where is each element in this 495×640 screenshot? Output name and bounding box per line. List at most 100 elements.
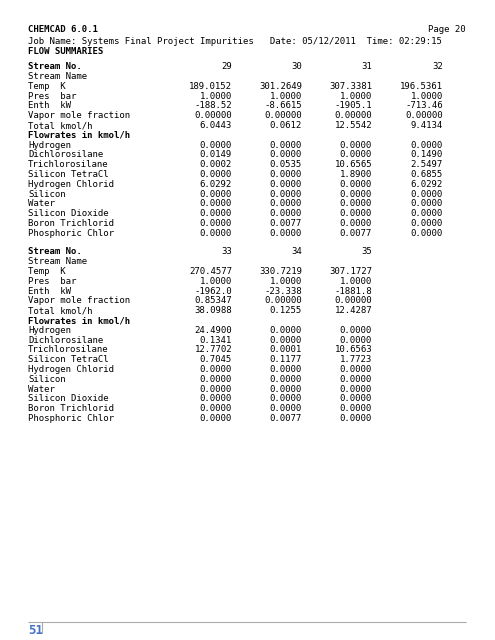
Text: 1.0000: 1.0000 [340, 92, 372, 100]
Text: 30: 30 [291, 62, 302, 71]
Text: Vapor mole fraction: Vapor mole fraction [28, 111, 130, 120]
Text: 307.1727: 307.1727 [329, 267, 372, 276]
Text: Flowrates in kmol/h: Flowrates in kmol/h [28, 131, 130, 140]
Text: 0.0000: 0.0000 [200, 365, 232, 374]
Text: 0.0000: 0.0000 [340, 365, 372, 374]
Text: 0.0000: 0.0000 [200, 209, 232, 218]
Text: Silicon: Silicon [28, 375, 66, 384]
Text: Hydrogen Chlorid: Hydrogen Chlorid [28, 180, 114, 189]
Text: 0.0000: 0.0000 [270, 404, 302, 413]
Text: Stream Name: Stream Name [28, 72, 87, 81]
Text: 0.0000: 0.0000 [270, 229, 302, 238]
Text: Boron Trichlorid: Boron Trichlorid [28, 219, 114, 228]
Text: 0.0000: 0.0000 [270, 189, 302, 198]
Text: Trichlorosilane: Trichlorosilane [28, 346, 108, 355]
Text: -1905.1: -1905.1 [335, 101, 372, 111]
Text: 12.5542: 12.5542 [335, 121, 372, 130]
Text: 0.00000: 0.00000 [335, 296, 372, 305]
Text: 0.00000: 0.00000 [405, 111, 443, 120]
Text: 0.00000: 0.00000 [195, 111, 232, 120]
Text: 0.0149: 0.0149 [200, 150, 232, 159]
Text: 196.5361: 196.5361 [400, 82, 443, 91]
Text: 0.0000: 0.0000 [340, 375, 372, 384]
Text: 51: 51 [28, 624, 43, 637]
Text: 0.0000: 0.0000 [340, 209, 372, 218]
Text: Vapor mole fraction: Vapor mole fraction [28, 296, 130, 305]
Text: 0.0000: 0.0000 [270, 385, 302, 394]
Text: 0.6855: 0.6855 [411, 170, 443, 179]
Text: Pres  bar: Pres bar [28, 92, 76, 100]
Text: 24.4900: 24.4900 [195, 326, 232, 335]
Text: Water: Water [28, 200, 55, 209]
Text: -188.52: -188.52 [195, 101, 232, 111]
Text: Dichlorosilane: Dichlorosilane [28, 335, 103, 345]
Text: 0.0000: 0.0000 [200, 189, 232, 198]
Text: 330.7219: 330.7219 [259, 267, 302, 276]
Text: Dichlorosilane: Dichlorosilane [28, 150, 103, 159]
Text: Silicon Dioxide: Silicon Dioxide [28, 394, 108, 403]
Text: 0.0000: 0.0000 [411, 200, 443, 209]
Text: 1.0000: 1.0000 [411, 92, 443, 100]
Text: 0.0000: 0.0000 [270, 180, 302, 189]
Text: 0.0000: 0.0000 [200, 385, 232, 394]
Text: Page 20: Page 20 [428, 25, 466, 34]
Text: CHEMCAD 6.0.1: CHEMCAD 6.0.1 [28, 25, 98, 34]
Text: 0.0000: 0.0000 [340, 394, 372, 403]
Text: 6.0292: 6.0292 [200, 180, 232, 189]
Text: 10.6565: 10.6565 [335, 160, 372, 169]
Text: 1.0000: 1.0000 [270, 277, 302, 286]
Text: 12.7702: 12.7702 [195, 346, 232, 355]
Text: 189.0152: 189.0152 [189, 82, 232, 91]
Text: 0.0612: 0.0612 [270, 121, 302, 130]
Text: 0.0001: 0.0001 [270, 346, 302, 355]
Text: 0.0000: 0.0000 [200, 141, 232, 150]
Text: 0.0000: 0.0000 [200, 414, 232, 423]
Text: 0.0000: 0.0000 [270, 200, 302, 209]
Text: 12.4287: 12.4287 [335, 307, 372, 316]
Text: 0.1255: 0.1255 [270, 307, 302, 316]
Text: 0.0000: 0.0000 [270, 141, 302, 150]
Text: 0.1341: 0.1341 [200, 335, 232, 345]
Text: 29: 29 [221, 62, 232, 71]
Text: 0.0000: 0.0000 [270, 209, 302, 218]
Text: 0.1177: 0.1177 [270, 355, 302, 364]
Text: 34: 34 [291, 248, 302, 257]
Text: 9.4134: 9.4134 [411, 121, 443, 130]
Text: 6.0292: 6.0292 [411, 180, 443, 189]
Text: Temp  K: Temp K [28, 82, 66, 91]
Text: 1.0000: 1.0000 [270, 92, 302, 100]
Text: 1.0000: 1.0000 [200, 92, 232, 100]
Text: Phosphoric Chlor: Phosphoric Chlor [28, 414, 114, 423]
Text: 0.0000: 0.0000 [270, 170, 302, 179]
Text: 0.0000: 0.0000 [340, 219, 372, 228]
Text: Enth  kW: Enth kW [28, 101, 71, 111]
Text: 0.0000: 0.0000 [340, 385, 372, 394]
Text: Hydrogen: Hydrogen [28, 326, 71, 335]
Text: Trichlorosilane: Trichlorosilane [28, 160, 108, 169]
Text: 0.00000: 0.00000 [264, 296, 302, 305]
Text: 0.00000: 0.00000 [264, 111, 302, 120]
Text: 0.00000: 0.00000 [335, 111, 372, 120]
Text: Stream No.: Stream No. [28, 248, 82, 257]
Text: Stream No.: Stream No. [28, 62, 82, 71]
Text: 33: 33 [221, 248, 232, 257]
Text: Silicon Dioxide: Silicon Dioxide [28, 209, 108, 218]
Text: Enth  kW: Enth kW [28, 287, 71, 296]
Text: 0.0000: 0.0000 [340, 141, 372, 150]
Text: 0.7045: 0.7045 [200, 355, 232, 364]
Text: 35: 35 [361, 248, 372, 257]
Text: 0.0000: 0.0000 [270, 335, 302, 345]
Text: 0.0000: 0.0000 [340, 189, 372, 198]
Text: 0.0000: 0.0000 [411, 229, 443, 238]
Text: 0.0000: 0.0000 [270, 150, 302, 159]
Text: 1.0000: 1.0000 [340, 277, 372, 286]
Text: Hydrogen: Hydrogen [28, 141, 71, 150]
Text: 0.0000: 0.0000 [340, 414, 372, 423]
Text: -1962.0: -1962.0 [195, 287, 232, 296]
Text: Water: Water [28, 385, 55, 394]
Text: 0.0000: 0.0000 [340, 326, 372, 335]
Text: 301.2649: 301.2649 [259, 82, 302, 91]
Text: 1.8900: 1.8900 [340, 170, 372, 179]
Text: Total kmol/h: Total kmol/h [28, 307, 93, 316]
Text: 6.0443: 6.0443 [200, 121, 232, 130]
